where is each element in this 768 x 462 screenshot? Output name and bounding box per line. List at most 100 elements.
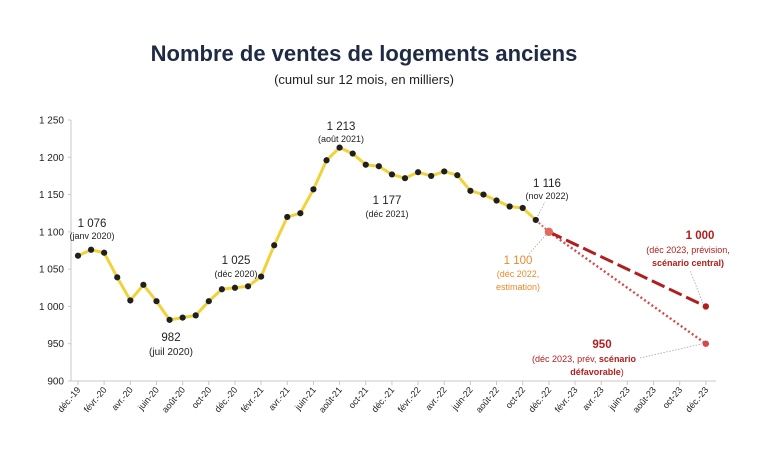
x-tick-label: févr.-20 bbox=[82, 385, 109, 414]
x-tick-label: oct-22 bbox=[504, 385, 528, 411]
data-point bbox=[428, 172, 435, 180]
data-point bbox=[323, 157, 330, 164]
annotation-leader bbox=[537, 201, 546, 217]
annotation-estimate-line2: estimation) bbox=[496, 282, 540, 292]
y-tick-label: 1 050 bbox=[39, 265, 64, 276]
annotation-estimate-value: 1 100 bbox=[504, 255, 533, 267]
forecast-unfavorable-line bbox=[548, 230, 707, 345]
series-markers bbox=[74, 144, 554, 323]
annotation-unfavorable-line1: (déc 2023, prév, scénario bbox=[532, 354, 636, 364]
annotation-central-line1: (déc 2023, prévision, bbox=[646, 245, 730, 255]
data-point bbox=[480, 191, 487, 198]
x-tick-label: oct-20 bbox=[190, 385, 214, 411]
annotation-dec20-date: (déc 2020) bbox=[214, 269, 257, 279]
data-point bbox=[153, 298, 160, 305]
data-point bbox=[375, 163, 382, 170]
data-point bbox=[506, 203, 513, 210]
annotation-unfavorable-line2: défavorable) bbox=[570, 367, 624, 377]
y-tick-label: 1 250 bbox=[39, 116, 64, 127]
leader-lines bbox=[527, 201, 704, 359]
data-point bbox=[493, 197, 500, 204]
x-tick-label: déc.-22 bbox=[526, 385, 553, 414]
forecast-unfavorable-point bbox=[702, 340, 710, 347]
data-point bbox=[284, 213, 291, 221]
data-point bbox=[244, 283, 252, 290]
x-tick-label: déc.-23 bbox=[683, 385, 710, 414]
annotation-dec20: 1 025 (déc 2020) bbox=[214, 255, 257, 279]
annotation-dec20-value: 1 025 bbox=[222, 255, 251, 267]
annotation-central: 1 000 (déc 2023, prévision, scénario cen… bbox=[646, 230, 730, 268]
data-point bbox=[441, 168, 448, 175]
y-tick-label: 950 bbox=[47, 339, 64, 350]
data-point bbox=[362, 161, 369, 168]
forecast-lines bbox=[535, 219, 710, 347]
data-point bbox=[179, 314, 186, 321]
x-tick-label: août-23 bbox=[631, 385, 658, 415]
x-tick-label: avr.-20 bbox=[110, 385, 135, 413]
annotation-nov22: 1 116 (nov 2022) bbox=[525, 178, 568, 201]
annotation-jan20: 1 076 (janv 2020) bbox=[69, 218, 114, 241]
annotation-central-value: 1 000 bbox=[686, 230, 715, 242]
annotation-central-line2: scénario central) bbox=[652, 258, 724, 268]
data-point bbox=[205, 298, 212, 305]
data-point bbox=[454, 172, 461, 179]
data-point bbox=[74, 252, 82, 259]
annotation-jul20: 982 (juil 2020) bbox=[149, 332, 193, 358]
data-point bbox=[519, 204, 526, 212]
chart-title: Nombre de ventes de logements anciens bbox=[151, 41, 578, 66]
x-tick-label: avr.-21 bbox=[266, 385, 291, 413]
y-tick-label: 1 200 bbox=[39, 153, 64, 164]
annotation-unfavorable-line2-b: ) bbox=[621, 367, 624, 377]
x-tick-label: févr.-22 bbox=[396, 385, 423, 414]
data-point bbox=[192, 312, 199, 319]
annotation-jul20-date: (juil 2020) bbox=[149, 347, 193, 358]
annotation-unfavorable-line1-a: (déc 2023, prév, bbox=[532, 354, 599, 364]
x-tick-label: déc.-20 bbox=[213, 385, 240, 414]
annotation-aug21-date: (août 2021) bbox=[318, 134, 364, 144]
x-tick-label: déc.-19 bbox=[56, 385, 83, 414]
annotation-aug21-value: 1 213 bbox=[327, 121, 356, 133]
x-tick-label: août-22 bbox=[474, 385, 501, 415]
data-point bbox=[140, 281, 147, 288]
annotation-aug21: 1 213 (août 2021) bbox=[318, 121, 364, 144]
y-tick-label: 1 150 bbox=[39, 190, 64, 201]
forecast-central-line bbox=[548, 230, 707, 308]
x-tick-label: oct-21 bbox=[347, 385, 371, 411]
y-tick-label: 1 000 bbox=[39, 302, 64, 313]
data-point bbox=[467, 187, 474, 194]
data-point bbox=[336, 144, 343, 151]
annotation-dec21-value: 1 177 bbox=[373, 195, 402, 207]
data-point bbox=[114, 274, 121, 281]
data-point bbox=[231, 284, 239, 291]
annotation-nov22-value: 1 116 bbox=[533, 178, 561, 190]
chart-subtitle: (cumul sur 12 mois, en milliers) bbox=[274, 72, 454, 87]
x-tick-label: avr.-22 bbox=[423, 385, 448, 413]
data-point bbox=[271, 242, 278, 249]
x-tick-label: févr.-21 bbox=[239, 385, 266, 414]
x-tick-label: avr.-23 bbox=[580, 385, 605, 413]
series-line bbox=[77, 146, 537, 322]
annotation-unfavorable-value: 950 bbox=[592, 339, 611, 351]
annotation-jul20-value: 982 bbox=[161, 332, 180, 344]
data-point bbox=[127, 297, 134, 304]
y-tick-label: 1 100 bbox=[39, 227, 64, 238]
estimate-point bbox=[544, 227, 554, 237]
annotation-leader bbox=[639, 343, 703, 359]
data-point bbox=[349, 150, 356, 157]
x-tick-label: août-21 bbox=[317, 385, 344, 415]
estimate-connector bbox=[535, 219, 550, 233]
annotation-estimate: 1 100 (déc 2022, estimation) bbox=[496, 255, 540, 292]
annotation-estimate-line1: (déc 2022, bbox=[497, 269, 540, 279]
x-tick-label: févr.-23 bbox=[553, 385, 580, 414]
annotation-leader bbox=[527, 234, 547, 256]
x-tick-label: juin-20 bbox=[135, 385, 161, 413]
annotation-jan20-value: 1 076 bbox=[78, 218, 107, 230]
data-point bbox=[388, 171, 396, 178]
series-line-path bbox=[77, 146, 537, 322]
x-tick-label: juin-22 bbox=[449, 385, 475, 413]
annotation-nov22-date: (nov 2022) bbox=[525, 191, 568, 201]
data-point bbox=[401, 175, 409, 182]
data-point bbox=[101, 249, 108, 256]
